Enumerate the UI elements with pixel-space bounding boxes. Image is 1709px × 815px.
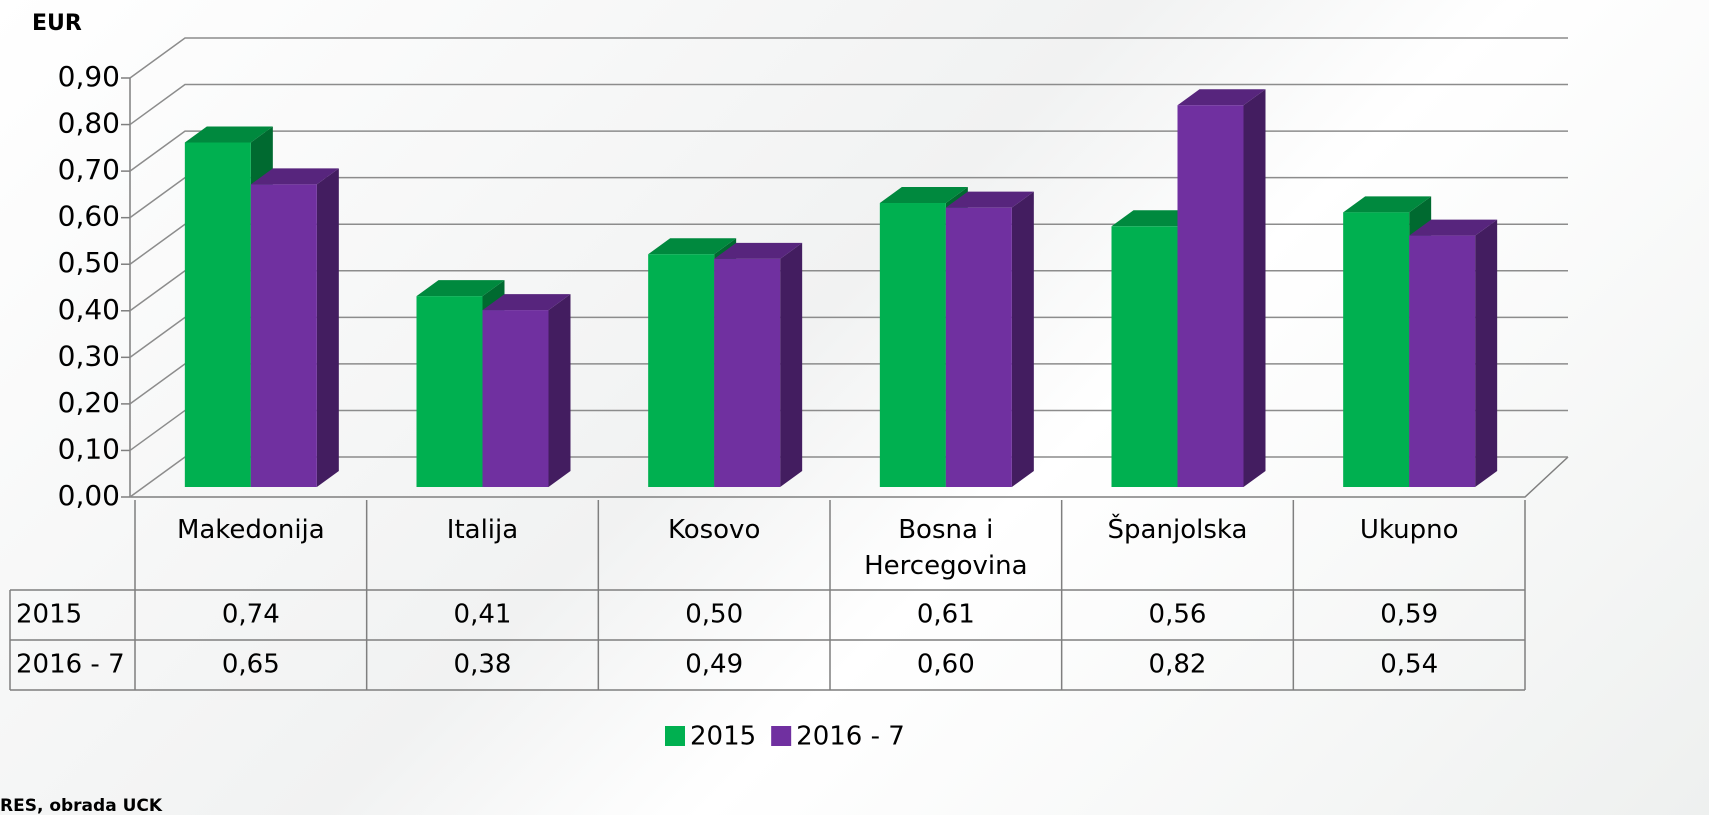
bar: [648, 254, 715, 487]
table-value: 0,50: [685, 600, 743, 630]
legend-swatch: [665, 726, 685, 746]
bar-side: [1011, 191, 1034, 487]
row-label: 2015: [16, 600, 82, 630]
grid-line: [129, 83, 1568, 126]
bar-top: [482, 294, 571, 311]
x-tick-label: Kosovo: [667, 515, 761, 545]
bar: [945, 207, 1012, 487]
legend-label: 2016 - 7: [796, 722, 905, 752]
y-tick-label: 0,30: [58, 339, 120, 372]
source-note: RES, obrada UCK: [0, 796, 163, 815]
bar-top: [1177, 89, 1266, 106]
bar: [250, 184, 317, 487]
x-tick-label: Ukupno: [1359, 515, 1459, 545]
grid-line: [129, 130, 1568, 172]
bar: [482, 310, 549, 487]
y-tick-label: 0,90: [58, 60, 120, 93]
y-tick-label: 0,50: [58, 246, 120, 279]
row-label: 2016 - 7: [16, 650, 125, 680]
bar-side: [1243, 89, 1266, 487]
bar: [1409, 235, 1476, 487]
table-value: 0,59: [1380, 600, 1438, 630]
table-value: 0,38: [454, 650, 512, 680]
category-cell: Bosna i Hercegovina: [864, 515, 1028, 581]
x-tick-label: Italija: [446, 515, 519, 545]
bar: [1343, 212, 1410, 488]
y-tick-label: 0,70: [58, 153, 120, 186]
bar: [1177, 105, 1244, 487]
grid-line: [129, 37, 1568, 79]
table-value: 0,49: [685, 650, 743, 680]
bar: [184, 142, 251, 487]
bar-top: [945, 191, 1034, 208]
table-value: 0,65: [222, 650, 280, 680]
bar: [714, 258, 781, 487]
table-value: 0,41: [454, 600, 512, 630]
category-cell: Španjolska: [1107, 515, 1248, 545]
table-value: 0,82: [1149, 650, 1207, 680]
bar-top: [1343, 196, 1432, 213]
bar-side: [548, 294, 571, 487]
y-tick-label: 0,60: [58, 200, 120, 233]
table-value: 0,60: [917, 650, 975, 680]
legend-swatch: [771, 726, 792, 746]
y-tick-label: 0,00: [58, 479, 120, 512]
legend-label: 2015: [690, 722, 756, 752]
bar-top: [879, 187, 968, 204]
table-value: 0,54: [1380, 650, 1438, 680]
bar: [879, 203, 946, 487]
y-axis-label: EUR: [32, 11, 82, 36]
bar-top: [714, 242, 803, 259]
table-value: 0,56: [1149, 600, 1207, 630]
bar: [1111, 226, 1178, 488]
x-tick-label: Španjolska: [1107, 515, 1248, 545]
y-tick-label: 0,80: [58, 107, 120, 140]
category-cell: Ukupno: [1359, 515, 1459, 545]
category-cell: Italija: [446, 515, 519, 545]
bar-top: [648, 238, 737, 255]
table-value: 0,74: [222, 600, 280, 630]
bar: [416, 296, 483, 487]
floor-edge: [130, 456, 1569, 498]
bar-side: [1475, 219, 1498, 487]
y-tick-label: 0,10: [58, 432, 120, 465]
bar-top: [184, 126, 273, 143]
category-cell: Makedonija: [176, 515, 325, 545]
category-cell: Kosovo: [667, 515, 761, 545]
bar-top: [250, 168, 339, 185]
x-tick-label: Makedonija: [176, 515, 325, 545]
y-tick-label: 0,40: [58, 293, 120, 326]
table-value: 0,61: [917, 600, 975, 630]
bar-top: [416, 280, 505, 297]
bar-top: [1409, 219, 1498, 236]
bar-side: [316, 168, 339, 487]
x-tick-label: Bosna i Hercegovina: [864, 515, 1028, 581]
bar-side: [780, 242, 803, 487]
y-tick-label: 0,20: [58, 386, 120, 419]
